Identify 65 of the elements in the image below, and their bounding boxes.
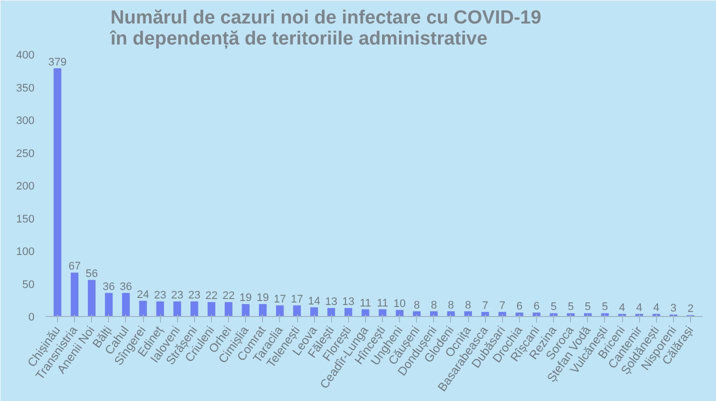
- data-label: 4: [653, 302, 660, 314]
- y-tick-label: 300: [16, 115, 35, 127]
- bar: [70, 272, 78, 316]
- data-label: 3: [670, 302, 676, 315]
- data-label: 23: [154, 289, 166, 302]
- data-label: 22: [222, 290, 235, 302]
- y-tick-label: 250: [16, 148, 35, 160]
- data-label: 4: [636, 302, 642, 314]
- data-label: 5: [550, 301, 557, 314]
- y-tick-label: 0: [28, 312, 35, 324]
- bar: [156, 301, 164, 316]
- data-label: 8: [414, 299, 420, 312]
- bar: [139, 300, 147, 316]
- y-tick-label: 200: [16, 180, 35, 192]
- data-label: 23: [171, 289, 184, 302]
- y-tick-label: 100: [16, 246, 35, 258]
- bar: [258, 304, 267, 316]
- data-label: 13: [342, 296, 354, 308]
- data-label: 23: [188, 289, 200, 302]
- data-label: 36: [102, 280, 115, 293]
- data-label: 67: [68, 260, 81, 273]
- chart-title: Numărul de cazuri noi de infectare cu COVID-19 în dependență de teritoriile administrative: [110, 8, 542, 50]
- data-label: 379: [48, 56, 67, 68]
- data-label: 7: [499, 300, 506, 312]
- data-label: 6: [516, 300, 522, 313]
- bar: [208, 302, 216, 316]
- data-label: 8: [465, 299, 472, 312]
- bar: [276, 305, 284, 316]
- y-tick-label: 400: [16, 50, 35, 62]
- y-tick-label: 50: [22, 278, 35, 291]
- data-label: 19: [240, 292, 252, 304]
- data-label: 5: [584, 301, 591, 314]
- bar: [54, 68, 62, 316]
- data-label: 56: [86, 268, 98, 280]
- data-label: 4: [619, 302, 626, 314]
- data-label: 17: [274, 293, 286, 306]
- bar: [190, 301, 198, 316]
- bar: [88, 280, 96, 316]
- y-tick-label: 350: [16, 82, 35, 94]
- data-label: 2: [687, 303, 694, 316]
- bar: [378, 309, 386, 316]
- data-label: 6: [533, 300, 540, 313]
- bar: [224, 302, 232, 316]
- data-label: 10: [394, 298, 406, 310]
- bar: [104, 292, 113, 316]
- y-tick-label: 150: [16, 213, 35, 226]
- data-label: 14: [308, 295, 320, 308]
- data-label: 11: [360, 297, 372, 310]
- bar: [122, 292, 130, 316]
- data-label: 8: [430, 299, 437, 312]
- data-label: 24: [136, 288, 150, 301]
- data-label: 11: [376, 297, 388, 310]
- data-label: 13: [325, 296, 338, 308]
- bar: [362, 309, 370, 316]
- data-label: 5: [568, 301, 574, 314]
- bar: [242, 304, 250, 316]
- data-label: 22: [205, 290, 218, 302]
- data-label: 36: [120, 280, 132, 293]
- data-label: 8: [448, 299, 454, 312]
- bar: [173, 301, 182, 316]
- data-label: 17: [290, 293, 304, 306]
- data-label: 19: [256, 292, 269, 304]
- data-label: 7: [482, 300, 488, 312]
- data-label: 5: [602, 301, 608, 314]
- bar: [293, 305, 301, 316]
